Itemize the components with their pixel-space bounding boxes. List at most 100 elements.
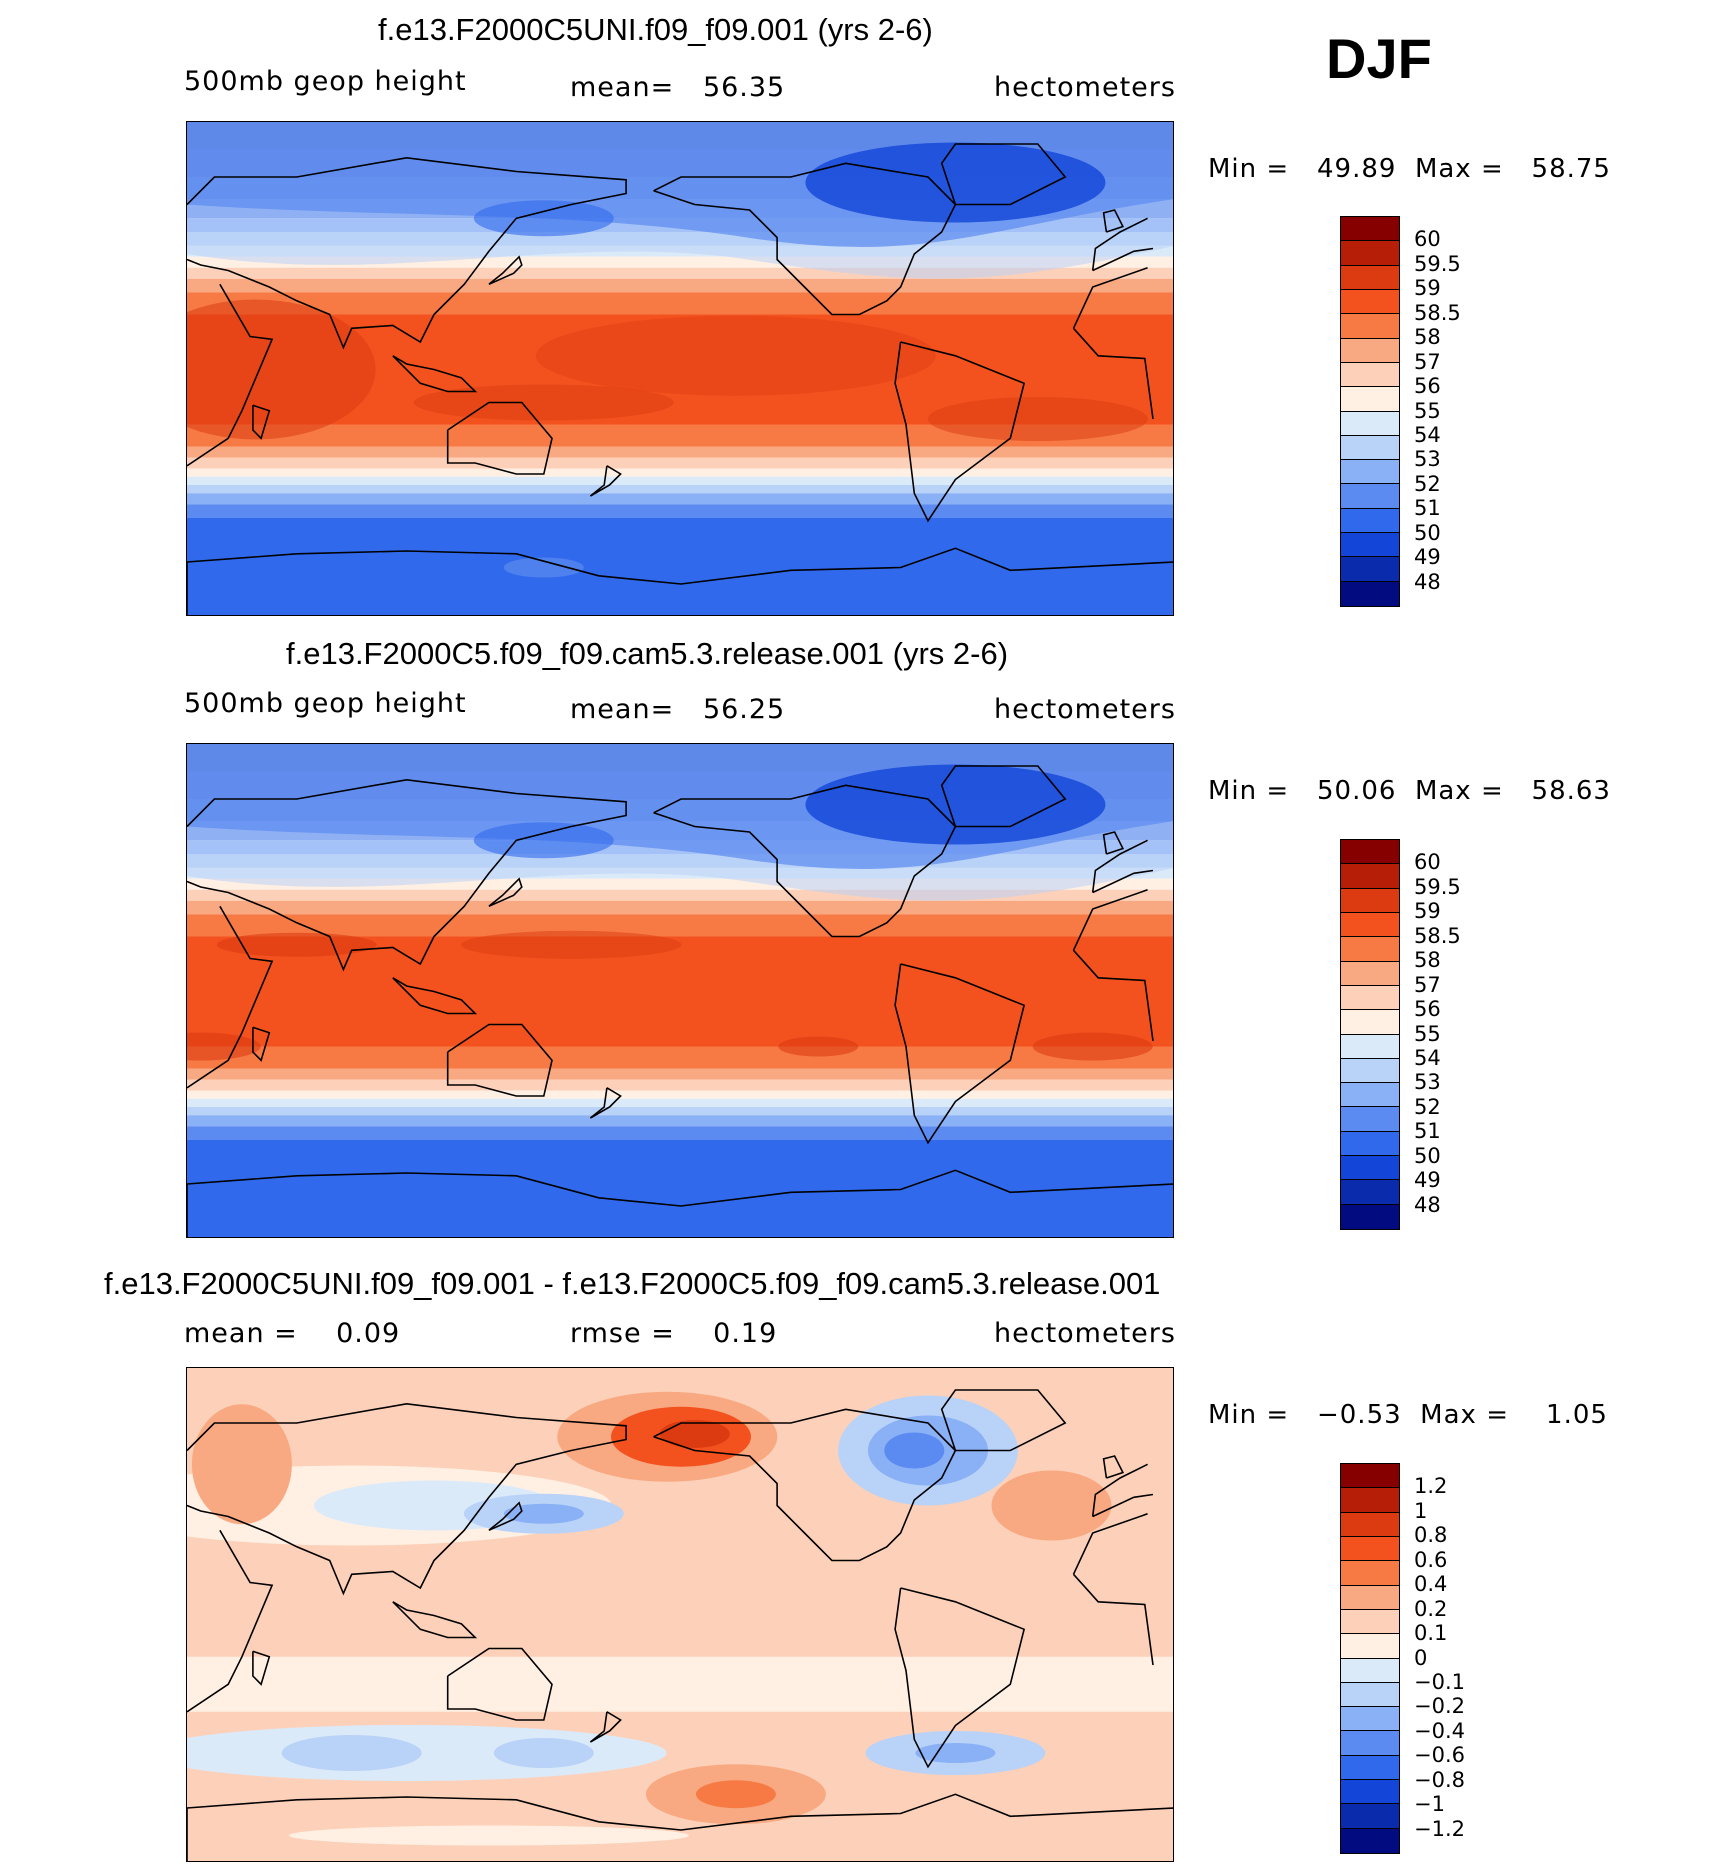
colorbar-swatch xyxy=(1341,1512,1399,1537)
colorbar-tick-label: 59.5 xyxy=(1414,251,1461,276)
colorbar-tick-label: 56 xyxy=(1414,374,1441,399)
colorbar xyxy=(1340,216,1400,607)
units-label: hectometers xyxy=(994,1318,1176,1349)
colorbar-labels: 1.2 1 0.8 0.6 0.4 0.2 0.1 0 −0.1 −0.2 −0.4 −0.6 −0.8… xyxy=(1414,1463,1494,1854)
colorbar-tick-label: 0.2 xyxy=(1414,1596,1448,1621)
colorbar-swatch xyxy=(1341,362,1399,388)
colorbar-tick-label: 48 xyxy=(1414,569,1441,594)
colorbar-swatch xyxy=(1341,1707,1399,1732)
colorbar-tick-label: 58.5 xyxy=(1414,923,1461,948)
colorbar-swatch xyxy=(1341,1658,1399,1683)
colorbar-tick-label: 49 xyxy=(1414,545,1441,570)
colorbar-swatch xyxy=(1341,1609,1399,1635)
colorbar-swatch xyxy=(1341,435,1399,461)
colorbar-tick-label: 1 xyxy=(1414,1498,1428,1523)
coastlines xyxy=(187,765,1173,1237)
colorbar-tick-label: 52 xyxy=(1414,1094,1441,1119)
colorbar-tick-label: 58 xyxy=(1414,948,1441,973)
min-max-readout: Min = −0.53 Max = 1.05 xyxy=(1208,1400,1608,1430)
colorbar-tick-label: −0.2 xyxy=(1414,1694,1465,1719)
colorbar-tick-label: 0 xyxy=(1414,1645,1428,1670)
colorbar-swatch xyxy=(1341,1058,1399,1084)
colorbar-swatch xyxy=(1341,484,1399,509)
colorbar-tick-label: 55 xyxy=(1414,1021,1441,1046)
colorbar-tick-label: 53 xyxy=(1414,1070,1441,1095)
units-label: hectometers xyxy=(994,72,1176,103)
colorbar-tick-label: 52 xyxy=(1414,471,1441,496)
colorbar xyxy=(1340,839,1400,1230)
colorbar-swatch xyxy=(1341,1204,1399,1229)
colorbar-tick-label: −0.4 xyxy=(1414,1718,1465,1743)
mean-value: mean = 0.09 xyxy=(184,1318,401,1349)
colorbar-swatch xyxy=(1341,217,1399,242)
colorbar-swatch xyxy=(1341,1464,1399,1489)
season-label: DJF xyxy=(1326,27,1432,90)
colorbar-swatch xyxy=(1341,1780,1399,1805)
colorbar-swatch xyxy=(1341,1585,1399,1610)
colorbar-swatch xyxy=(1341,1034,1399,1059)
colorbar-swatch xyxy=(1341,1010,1399,1035)
colorbar-tick-label: 57 xyxy=(1414,349,1441,374)
colorbar-swatch xyxy=(1341,1156,1399,1181)
colorbar-tick-label: 48 xyxy=(1414,1192,1441,1217)
colorbar-swatch xyxy=(1341,508,1399,534)
colorbar-swatch xyxy=(1341,912,1399,938)
colorbar-swatch xyxy=(1341,864,1399,889)
colorbar-tick-label: 50 xyxy=(1414,520,1441,545)
colorbar-tick-label: 59 xyxy=(1414,899,1441,924)
map-field xyxy=(187,1368,1173,1861)
map-field xyxy=(187,744,1173,1237)
colorbar-swatch xyxy=(1341,338,1399,363)
colorbar-swatch xyxy=(1341,289,1399,315)
colorbar-swatch xyxy=(1341,265,1399,290)
colorbar-tick-label: −1 xyxy=(1414,1792,1445,1817)
colorbar-labels: 60 59.5 59 58.5 58 57 56 55 54 53 52 51 50 49 48 xyxy=(1414,839,1494,1230)
colorbar-tick-label: 0.4 xyxy=(1414,1572,1448,1597)
colorbar-tick-label: 0.6 xyxy=(1414,1547,1448,1572)
colorbar-swatch xyxy=(1341,241,1399,266)
colorbar-swatch xyxy=(1341,533,1399,558)
map-panel xyxy=(186,743,1174,1238)
contour-fill xyxy=(187,122,1173,615)
colorbar-swatch xyxy=(1341,888,1399,913)
map-panel xyxy=(186,1367,1174,1862)
mean-value: mean= 56.25 xyxy=(570,694,786,725)
mean-value: mean= 56.35 xyxy=(570,72,786,103)
colorbar-swatch xyxy=(1341,1536,1399,1562)
colorbar-swatch xyxy=(1341,411,1399,436)
map-panel xyxy=(186,121,1174,616)
rmse-value: rmse = 0.19 xyxy=(570,1318,778,1349)
colorbar-tick-label: 57 xyxy=(1414,972,1441,997)
colorbar-tick-label: 59 xyxy=(1414,276,1441,301)
colorbar-swatch xyxy=(1341,581,1399,606)
panel-title: f.e13.F2000C5UNI.f09_f09.001 (yrs 2-6) xyxy=(378,12,933,47)
colorbar-swatch xyxy=(1341,1488,1399,1513)
colorbar-tick-label: 53 xyxy=(1414,447,1441,472)
min-max-readout: Min = 50.06 Max = 58.63 xyxy=(1208,776,1611,806)
min-max-readout: Min = 49.89 Max = 58.75 xyxy=(1208,154,1611,184)
colorbar-tick-label: 0.8 xyxy=(1414,1523,1448,1548)
colorbar-swatch xyxy=(1341,387,1399,412)
colorbar-tick-label: 59.5 xyxy=(1414,874,1461,899)
colorbar-swatch xyxy=(1341,1804,1399,1829)
colorbar-tick-label: 0.1 xyxy=(1414,1621,1448,1646)
colorbar-swatch xyxy=(1341,1180,1399,1205)
colorbar-tick-label: 58.5 xyxy=(1414,300,1461,325)
colorbar-tick-label: 55 xyxy=(1414,398,1441,423)
colorbar-swatch xyxy=(1341,840,1399,865)
colorbar-tick-label: −0.1 xyxy=(1414,1669,1465,1694)
colorbar-tick-label: −0.8 xyxy=(1414,1767,1465,1792)
colorbar-tick-label: 56 xyxy=(1414,997,1441,1022)
map-field xyxy=(187,122,1173,615)
coastlines xyxy=(187,1389,1173,1861)
colorbar-tick-label: 1.2 xyxy=(1414,1474,1448,1499)
coastlines xyxy=(187,143,1173,615)
colorbar-swatch xyxy=(1341,1828,1399,1853)
colorbar-swatch xyxy=(1341,961,1399,986)
colorbar-tick-label: 58 xyxy=(1414,325,1441,350)
colorbar-swatch xyxy=(1341,1561,1399,1586)
colorbar-tick-label: 49 xyxy=(1414,1168,1441,1193)
colorbar-tick-label: 60 xyxy=(1414,850,1441,875)
colorbar-tick-label: 54 xyxy=(1414,1045,1441,1070)
colorbar-swatch xyxy=(1341,1682,1399,1708)
